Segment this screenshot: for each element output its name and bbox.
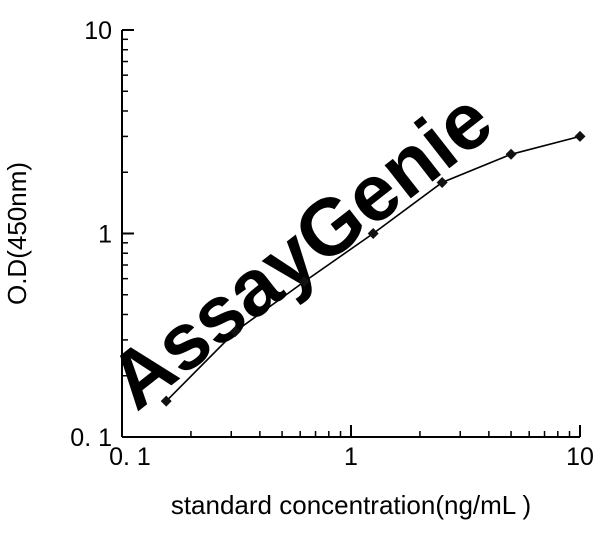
svg-text:0. 1: 0. 1 bbox=[70, 424, 112, 452]
data-point-marker bbox=[505, 148, 517, 160]
data-points bbox=[160, 130, 586, 407]
x-axis-ticks bbox=[121, 425, 581, 437]
data-point-marker bbox=[367, 228, 379, 239]
y-tick-labels: 0. 1 1 10 bbox=[70, 17, 112, 452]
svg-text:1: 1 bbox=[98, 221, 112, 249]
data-point-marker bbox=[229, 325, 241, 337]
data-point-marker bbox=[298, 276, 310, 288]
y-axis-title: O.D(450nm) bbox=[2, 162, 32, 305]
x-axis-title: standard concentration(ng/mL ) bbox=[171, 490, 531, 520]
svg-text:10: 10 bbox=[84, 17, 112, 45]
y-axis-ticks bbox=[122, 29, 134, 438]
data-point-marker bbox=[436, 177, 448, 189]
svg-text:1: 1 bbox=[344, 443, 358, 471]
data-point-marker bbox=[160, 395, 172, 407]
data-point-marker bbox=[574, 130, 586, 142]
watermark-text: AssayGenie bbox=[92, 74, 508, 426]
svg-text:0. 1: 0. 1 bbox=[109, 443, 151, 471]
svg-text:10: 10 bbox=[566, 443, 594, 471]
x-tick-labels: 0. 1 1 10 bbox=[109, 443, 594, 471]
